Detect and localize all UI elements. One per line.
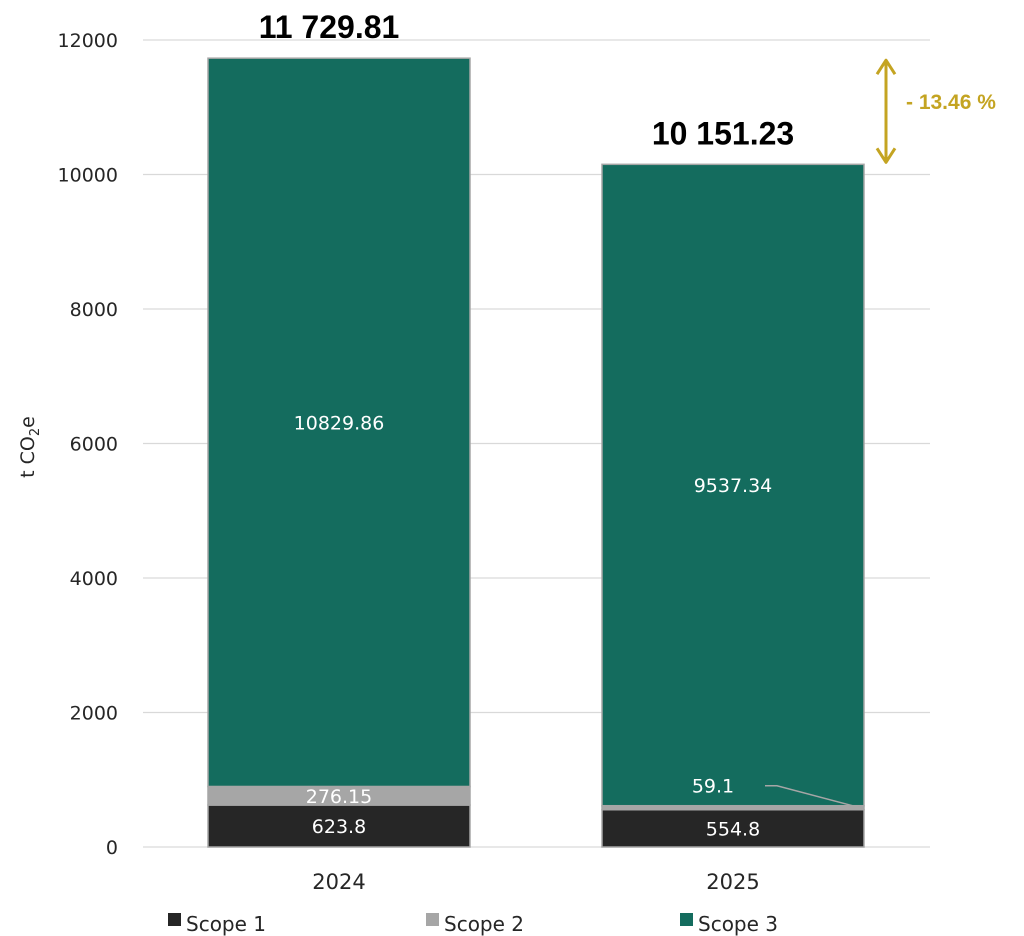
y-tick-label: 8000 (70, 299, 118, 321)
y-tick-label: 6000 (70, 434, 118, 456)
data-label: 623.8 (312, 816, 366, 838)
change-arrow-head-up (875, 58, 897, 75)
data-label: 59.1 (692, 776, 734, 798)
x-tick-label: 2024 (312, 870, 365, 894)
data-label: 10829.86 (294, 412, 385, 434)
y-tick-label: 0 (106, 837, 118, 859)
legend-swatch (168, 913, 181, 926)
bar-segment-scope-1 (207, 804, 471, 848)
bar-segment-scope-1 (601, 808, 865, 848)
legend-swatch (426, 913, 439, 926)
y-tick-label: 12000 (58, 30, 118, 52)
legend-swatch (680, 913, 693, 926)
bars (207, 57, 865, 848)
y-tick-label: 4000 (70, 568, 118, 590)
data-label: 276.15 (306, 786, 372, 808)
total-label: 10 151.23 (652, 115, 794, 151)
y-tick-label: 2000 (70, 703, 118, 725)
change-indicator: - 13.46 % (875, 58, 996, 164)
bar-segment-scope-3 (601, 163, 865, 807)
bar-segment-scope-3 (207, 57, 471, 788)
total-label: 11 729.81 (259, 9, 400, 45)
legend-label: Scope 2 (444, 912, 524, 936)
data-label: 9537.34 (694, 475, 773, 497)
leader-line (765, 784, 861, 809)
change-arrow-head-down (875, 147, 897, 164)
change-label: - 13.46 % (906, 91, 996, 114)
y-tick-label: 10000 (58, 165, 118, 187)
x-axis: 2024 2025 (312, 870, 759, 894)
legend: Scope 1 Scope 2 Scope 3 (168, 912, 778, 936)
total-labels: 11 729.81 10 151.23 (259, 9, 794, 151)
legend-label: Scope 1 (186, 912, 266, 936)
data-labels: 623.8 276.15 10829.86 554.8 59.1 9537.34 (294, 412, 861, 840)
y-axis-label: t CO2e (17, 416, 43, 478)
y-axis: 0 2000 4000 6000 8000 10000 12000 (58, 30, 118, 859)
legend-label: Scope 3 (698, 912, 778, 936)
data-label: 554.8 (706, 818, 760, 840)
x-tick-label: 2025 (706, 870, 759, 894)
